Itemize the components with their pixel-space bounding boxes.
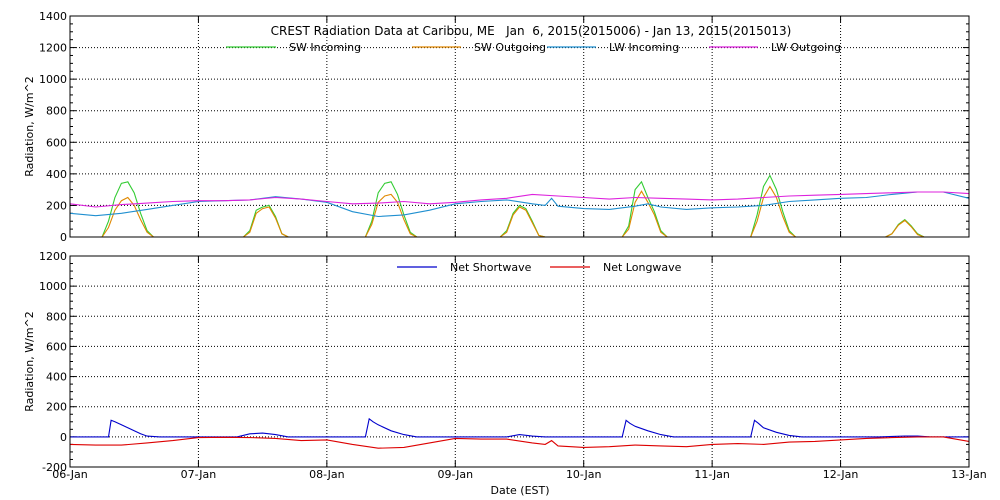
plot-frame [69,255,970,468]
legend-label: SW Outgoing [474,41,546,54]
x-tick-label: 09-Jan [438,468,474,481]
y-tick-label: 1200 [39,42,67,55]
legend-label: SW Incoming [289,41,361,54]
y-axis-label: Radiation, W/m^2 [23,311,36,412]
series-line-lw-outgoing [69,191,970,208]
y-tick-label: 1200 [39,250,67,263]
y-tick-label: 400 [46,168,67,181]
lower-panel: -200 0 200 400 600 800 1000 1200 Radiation, W/m^… [23,250,970,474]
legend-label: LW Incoming [609,41,679,54]
y-tick-label: 1000 [39,280,67,293]
x-tick-label: 06-Jan [52,468,88,481]
y-tick-label: -200 [42,461,67,474]
x-tick-label: 12-Jan [823,468,859,481]
x-tick-label: 10-Jan [566,468,602,481]
plot-frame [69,15,970,238]
x-axis-label: Date (EST) [490,484,549,497]
y-tick-label: 800 [46,310,67,323]
series-line-lw-incoming [69,191,970,218]
series-line-sw-incoming [70,174,969,238]
y-tick-label: 1400 [39,10,67,23]
series-line-net-shortwave [70,417,969,438]
y-tick-label: 1000 [39,73,67,86]
y-tick-label: 200 [46,401,67,414]
legend-label: LW Outgoing [771,41,841,54]
y-tick-label: 0 [60,431,67,444]
legend-label: Net Shortwave [450,261,532,274]
x-tick-label: 07-Jan [181,468,217,481]
x-axis: 06-Jan 07-Jan 08-Jan 09-Jan 10-Jan 11-Jan 12-J… [52,468,987,481]
x-tick-label: 11-Jan [694,468,730,481]
series-line-net-longwave [69,436,970,449]
y-tick-label: 0 [60,231,67,244]
y-tick-label: 200 [46,199,67,212]
y-tick-label: 600 [46,340,67,353]
legend-label: Net Longwave [603,261,682,274]
y-tick-label: 400 [46,371,67,384]
x-tick-label: 13-Jan [951,468,987,481]
x-tick-label: 08-Jan [309,468,345,481]
upper-panel: 0 200 400 600 800 1000 1200 1400 Radiation, W/m^… [23,10,970,244]
chart-title: CREST Radiation Data at Caribou, ME Jan … [271,24,792,38]
y-axis-label: Radiation, W/m^2 [23,76,36,177]
y-tick-label: 800 [46,105,67,118]
y-tick-label: 600 [46,136,67,149]
